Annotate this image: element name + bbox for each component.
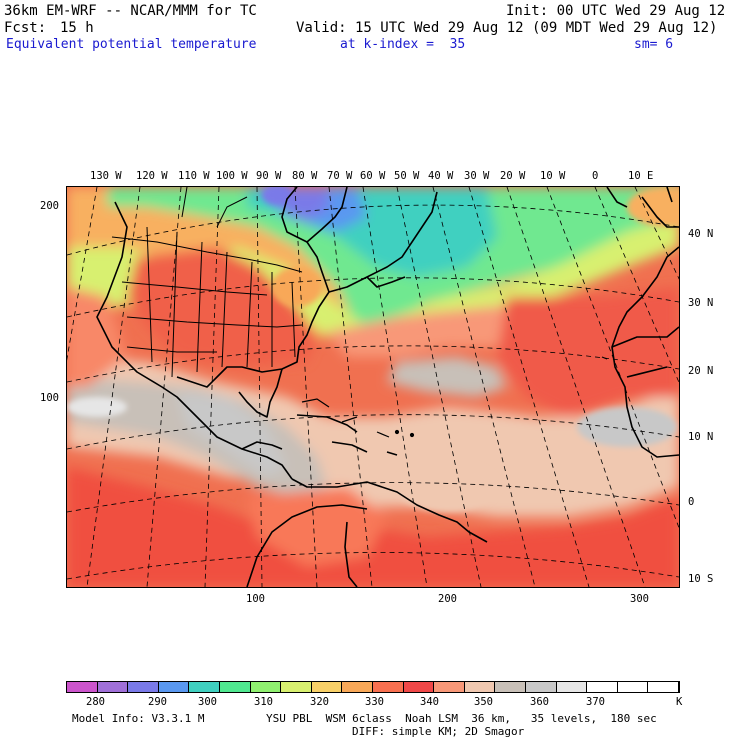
colorbar-swatch bbox=[648, 682, 679, 692]
lon-label: 80 W bbox=[292, 170, 318, 182]
colorbar-swatch bbox=[556, 682, 588, 692]
grid-label-bottom: 200 bbox=[438, 593, 457, 605]
lon-label: 130 W bbox=[90, 170, 122, 182]
colorbar-label: 350 bbox=[474, 696, 493, 708]
shading-detail bbox=[67, 187, 679, 512]
map-panel bbox=[66, 186, 680, 588]
colorbar-label: 310 bbox=[254, 696, 273, 708]
level-index: at k-index = 35 bbox=[340, 37, 466, 52]
colorbar-swatch bbox=[311, 682, 343, 692]
shading-field bbox=[67, 187, 679, 587]
lon-label: 70 W bbox=[327, 170, 353, 182]
physics-info: YSU PBL WSM 6class Noah LSM 36 km, 35 le… bbox=[266, 712, 657, 725]
colorbar-swatch bbox=[219, 682, 251, 692]
lat-label: 0 bbox=[688, 496, 695, 508]
colorbar-swatch bbox=[617, 682, 649, 692]
lon-label: 50 W bbox=[394, 170, 420, 182]
colorbar-swatch bbox=[525, 682, 557, 692]
colorbar-swatch bbox=[495, 682, 526, 692]
islands bbox=[301, 356, 608, 438]
graticule bbox=[67, 187, 679, 587]
lat-label: 10 S bbox=[688, 573, 714, 585]
lat-label: 20 N bbox=[688, 365, 714, 377]
grid-label-bottom: 300 bbox=[630, 593, 649, 605]
colorbar-swatch bbox=[464, 682, 496, 692]
grid-label-bottom: 100 bbox=[246, 593, 265, 605]
colorbar-swatch bbox=[434, 682, 465, 692]
colorbar-unit: K bbox=[676, 696, 683, 708]
colorbar bbox=[66, 681, 680, 693]
colorbar-swatch bbox=[372, 682, 404, 692]
forecast-label: Fcst: bbox=[4, 20, 47, 36]
theta-e-map bbox=[67, 187, 679, 587]
lon-label: 120 W bbox=[136, 170, 168, 182]
field-name: Equivalent potential temperature bbox=[6, 37, 257, 52]
state-boundaries bbox=[111, 187, 303, 378]
lon-label: 0 bbox=[592, 170, 599, 182]
lat-label: 30 N bbox=[688, 297, 714, 309]
lon-label: 90 W bbox=[256, 170, 282, 182]
colorbar-label: 300 bbox=[198, 696, 217, 708]
lon-label: 100 W bbox=[216, 170, 248, 182]
colorbar-swatch bbox=[189, 682, 220, 692]
colorbar-label: 370 bbox=[586, 696, 605, 708]
coastlines bbox=[96, 187, 679, 587]
smoothing-value: sm= 6 bbox=[634, 37, 674, 52]
colorbar-swatch bbox=[587, 682, 618, 692]
colorbar-label: 360 bbox=[530, 696, 549, 708]
lon-label: 110 W bbox=[178, 170, 210, 182]
colorbar-label: 280 bbox=[86, 696, 105, 708]
grid-label-left: 200 bbox=[40, 200, 59, 212]
colorbar-swatch bbox=[281, 682, 312, 692]
colorbar-label: 330 bbox=[365, 696, 384, 708]
lon-label: 10 E bbox=[628, 170, 654, 182]
colorbar-label: 320 bbox=[310, 696, 329, 708]
forecast-hour: 15 h bbox=[60, 20, 94, 36]
model-title: 36km EM-WRF -- NCAR/MMM for TC bbox=[4, 3, 257, 19]
colorbar-swatch bbox=[67, 682, 98, 692]
lon-label: 20 W bbox=[500, 170, 526, 182]
lon-label: 40 W bbox=[428, 170, 454, 182]
colorbar-swatch bbox=[158, 682, 190, 692]
model-info: Model Info: V3.3.1 M bbox=[72, 712, 205, 725]
lon-label: 60 W bbox=[360, 170, 386, 182]
colorbar-label: 340 bbox=[420, 696, 439, 708]
lat-label: 40 N bbox=[688, 228, 714, 240]
colorbar-swatch bbox=[250, 682, 282, 692]
init-time: Init: 00 UTC Wed 29 Aug 12 bbox=[506, 3, 726, 19]
colorbar-swatch bbox=[342, 682, 373, 692]
colorbar-swatch bbox=[128, 682, 159, 692]
grid-label-left: 100 bbox=[40, 392, 59, 404]
valid-time: Valid: 15 UTC Wed 29 Aug 12 (09 MDT Wed … bbox=[296, 20, 718, 36]
colorbar-label: 290 bbox=[148, 696, 167, 708]
lat-label: 10 N bbox=[688, 431, 714, 443]
lon-label: 10 W bbox=[540, 170, 566, 182]
colorbar-swatch bbox=[403, 682, 435, 692]
colorbar-swatch bbox=[97, 682, 129, 692]
diffusion-info: DIFF: simple KM; 2D Smagor bbox=[352, 725, 525, 738]
lon-label: 30 W bbox=[464, 170, 490, 182]
